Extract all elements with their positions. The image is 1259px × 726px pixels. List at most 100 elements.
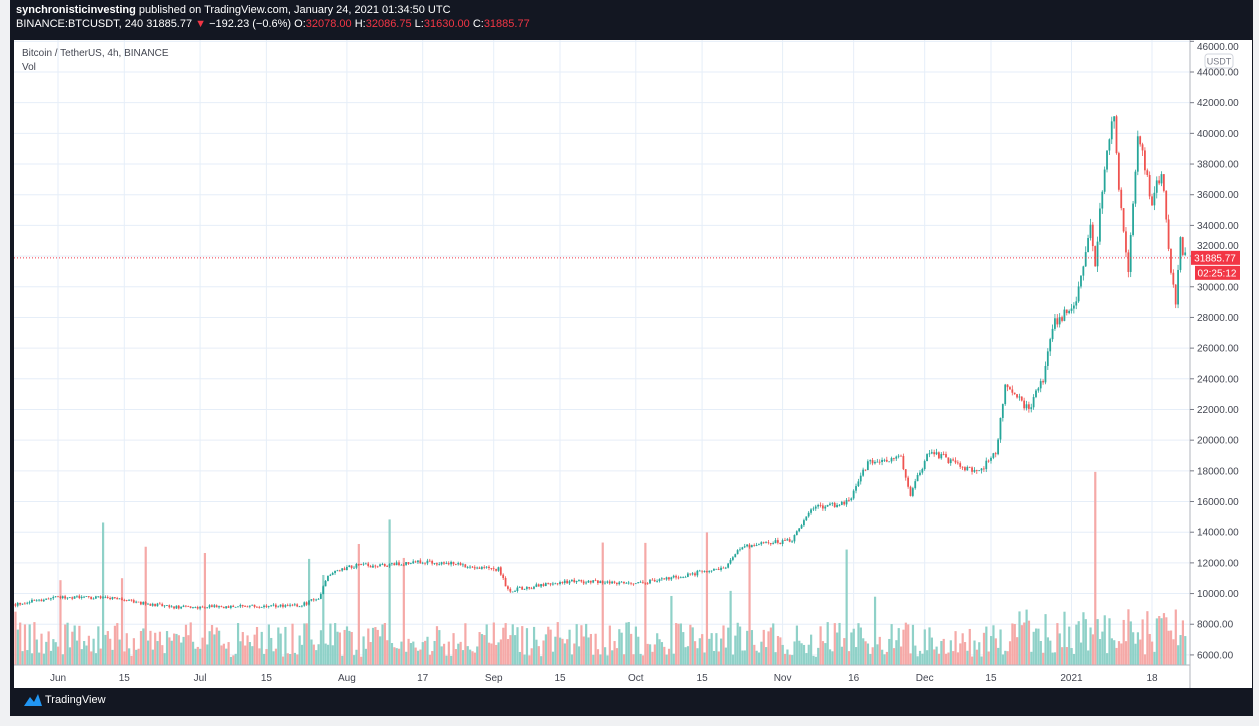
candle bbox=[1037, 388, 1040, 391]
volume-bar bbox=[873, 596, 877, 665]
currency-badge[interactable] bbox=[1204, 53, 1234, 69]
volume-bar bbox=[177, 635, 180, 665]
price-chart[interactable]: 46000.00 44000.00 42000.00 40000.00 38000.00… bbox=[14, 40, 1252, 688]
candle bbox=[220, 606, 223, 607]
candle bbox=[52, 596, 55, 599]
candle bbox=[793, 535, 796, 542]
candle bbox=[507, 586, 509, 589]
candle bbox=[731, 557, 734, 560]
candle bbox=[831, 502, 834, 504]
candle bbox=[570, 579, 573, 582]
y-tick-label: 12000.00 bbox=[1197, 558, 1239, 569]
volume-bar bbox=[1143, 654, 1147, 665]
candle bbox=[68, 597, 71, 599]
candle bbox=[568, 581, 571, 584]
candle bbox=[402, 564, 405, 566]
volume-bar bbox=[407, 638, 410, 665]
volume-bar bbox=[703, 652, 706, 665]
volume-bar bbox=[478, 632, 481, 665]
volume-bar bbox=[587, 637, 590, 665]
volume-bar bbox=[959, 643, 962, 665]
volume-bar bbox=[454, 649, 458, 665]
candle bbox=[814, 506, 817, 509]
candle bbox=[836, 504, 838, 508]
volume-bar bbox=[85, 645, 88, 665]
volume-bar bbox=[281, 656, 285, 665]
volume-bar bbox=[900, 646, 903, 665]
candle bbox=[686, 573, 689, 577]
volume-bar bbox=[1025, 609, 1028, 665]
candle bbox=[999, 417, 1002, 440]
volume-bar bbox=[1132, 632, 1135, 665]
price-axis[interactable] bbox=[1191, 40, 1252, 688]
candle bbox=[807, 512, 810, 517]
volume-bar bbox=[251, 646, 254, 665]
volume-bar bbox=[265, 649, 268, 665]
volume-bar bbox=[1001, 654, 1005, 665]
volume-bar bbox=[767, 631, 770, 665]
volume-bar bbox=[258, 648, 261, 665]
volume-bar bbox=[75, 640, 79, 665]
footer: TradingView bbox=[24, 694, 106, 706]
candle bbox=[390, 563, 393, 565]
candle bbox=[272, 604, 275, 606]
volume-bar bbox=[840, 646, 844, 665]
down-arrow-icon: ▼ bbox=[195, 18, 207, 30]
candle bbox=[518, 587, 521, 588]
volume-bar bbox=[618, 629, 621, 665]
candle bbox=[994, 453, 997, 455]
candle bbox=[234, 606, 237, 608]
candle bbox=[241, 604, 244, 607]
author[interactable]: synchronisticinvesting bbox=[16, 4, 136, 16]
brand-label[interactable]: TradingView bbox=[45, 694, 106, 706]
volume-bar bbox=[559, 637, 562, 665]
volume-bar bbox=[819, 626, 822, 665]
y-tick-label: 20000.00 bbox=[1197, 436, 1239, 447]
candle bbox=[781, 540, 784, 544]
volume-bar bbox=[502, 627, 505, 665]
volume-bar bbox=[615, 648, 619, 665]
volume-bar bbox=[194, 648, 197, 665]
volume-bar bbox=[973, 640, 976, 665]
candle bbox=[511, 591, 514, 593]
x-tick-label: Dec bbox=[916, 673, 934, 684]
volume-bar bbox=[779, 637, 782, 665]
candle bbox=[859, 475, 862, 482]
candle bbox=[1174, 284, 1177, 305]
candle bbox=[1077, 286, 1080, 302]
candle bbox=[447, 563, 450, 565]
candle bbox=[203, 607, 206, 609]
candle bbox=[573, 579, 576, 583]
close-value: 31885.77 bbox=[483, 18, 530, 30]
volume-bar bbox=[229, 656, 233, 665]
candle bbox=[189, 606, 192, 608]
volume-bar bbox=[68, 647, 72, 665]
volume-bar bbox=[542, 640, 545, 665]
candle bbox=[864, 469, 867, 471]
published-info: published on TradingView.com, January 24… bbox=[138, 4, 451, 16]
candle bbox=[921, 469, 924, 473]
candle bbox=[80, 596, 83, 598]
candle bbox=[170, 606, 173, 608]
volume-indicator-label[interactable]: Vol bbox=[22, 62, 36, 73]
volume-bar bbox=[222, 643, 225, 665]
volume-bar bbox=[457, 643, 460, 665]
volume-bar bbox=[343, 629, 346, 665]
candle bbox=[492, 568, 495, 570]
volume-bar bbox=[357, 543, 360, 665]
volume-bar bbox=[1006, 651, 1009, 665]
candle bbox=[1151, 196, 1153, 206]
candle bbox=[736, 550, 739, 555]
high-label: H: bbox=[354, 18, 366, 30]
volume-bar bbox=[812, 655, 815, 665]
candle bbox=[599, 581, 602, 584]
candle bbox=[232, 605, 235, 607]
volume-bar bbox=[646, 643, 649, 665]
volume-bar bbox=[1184, 636, 1187, 665]
candle bbox=[139, 601, 142, 605]
candle bbox=[161, 604, 164, 607]
candle bbox=[833, 502, 836, 508]
volume-bar bbox=[1172, 639, 1175, 665]
volume-bar bbox=[911, 624, 915, 665]
candle bbox=[845, 499, 848, 505]
